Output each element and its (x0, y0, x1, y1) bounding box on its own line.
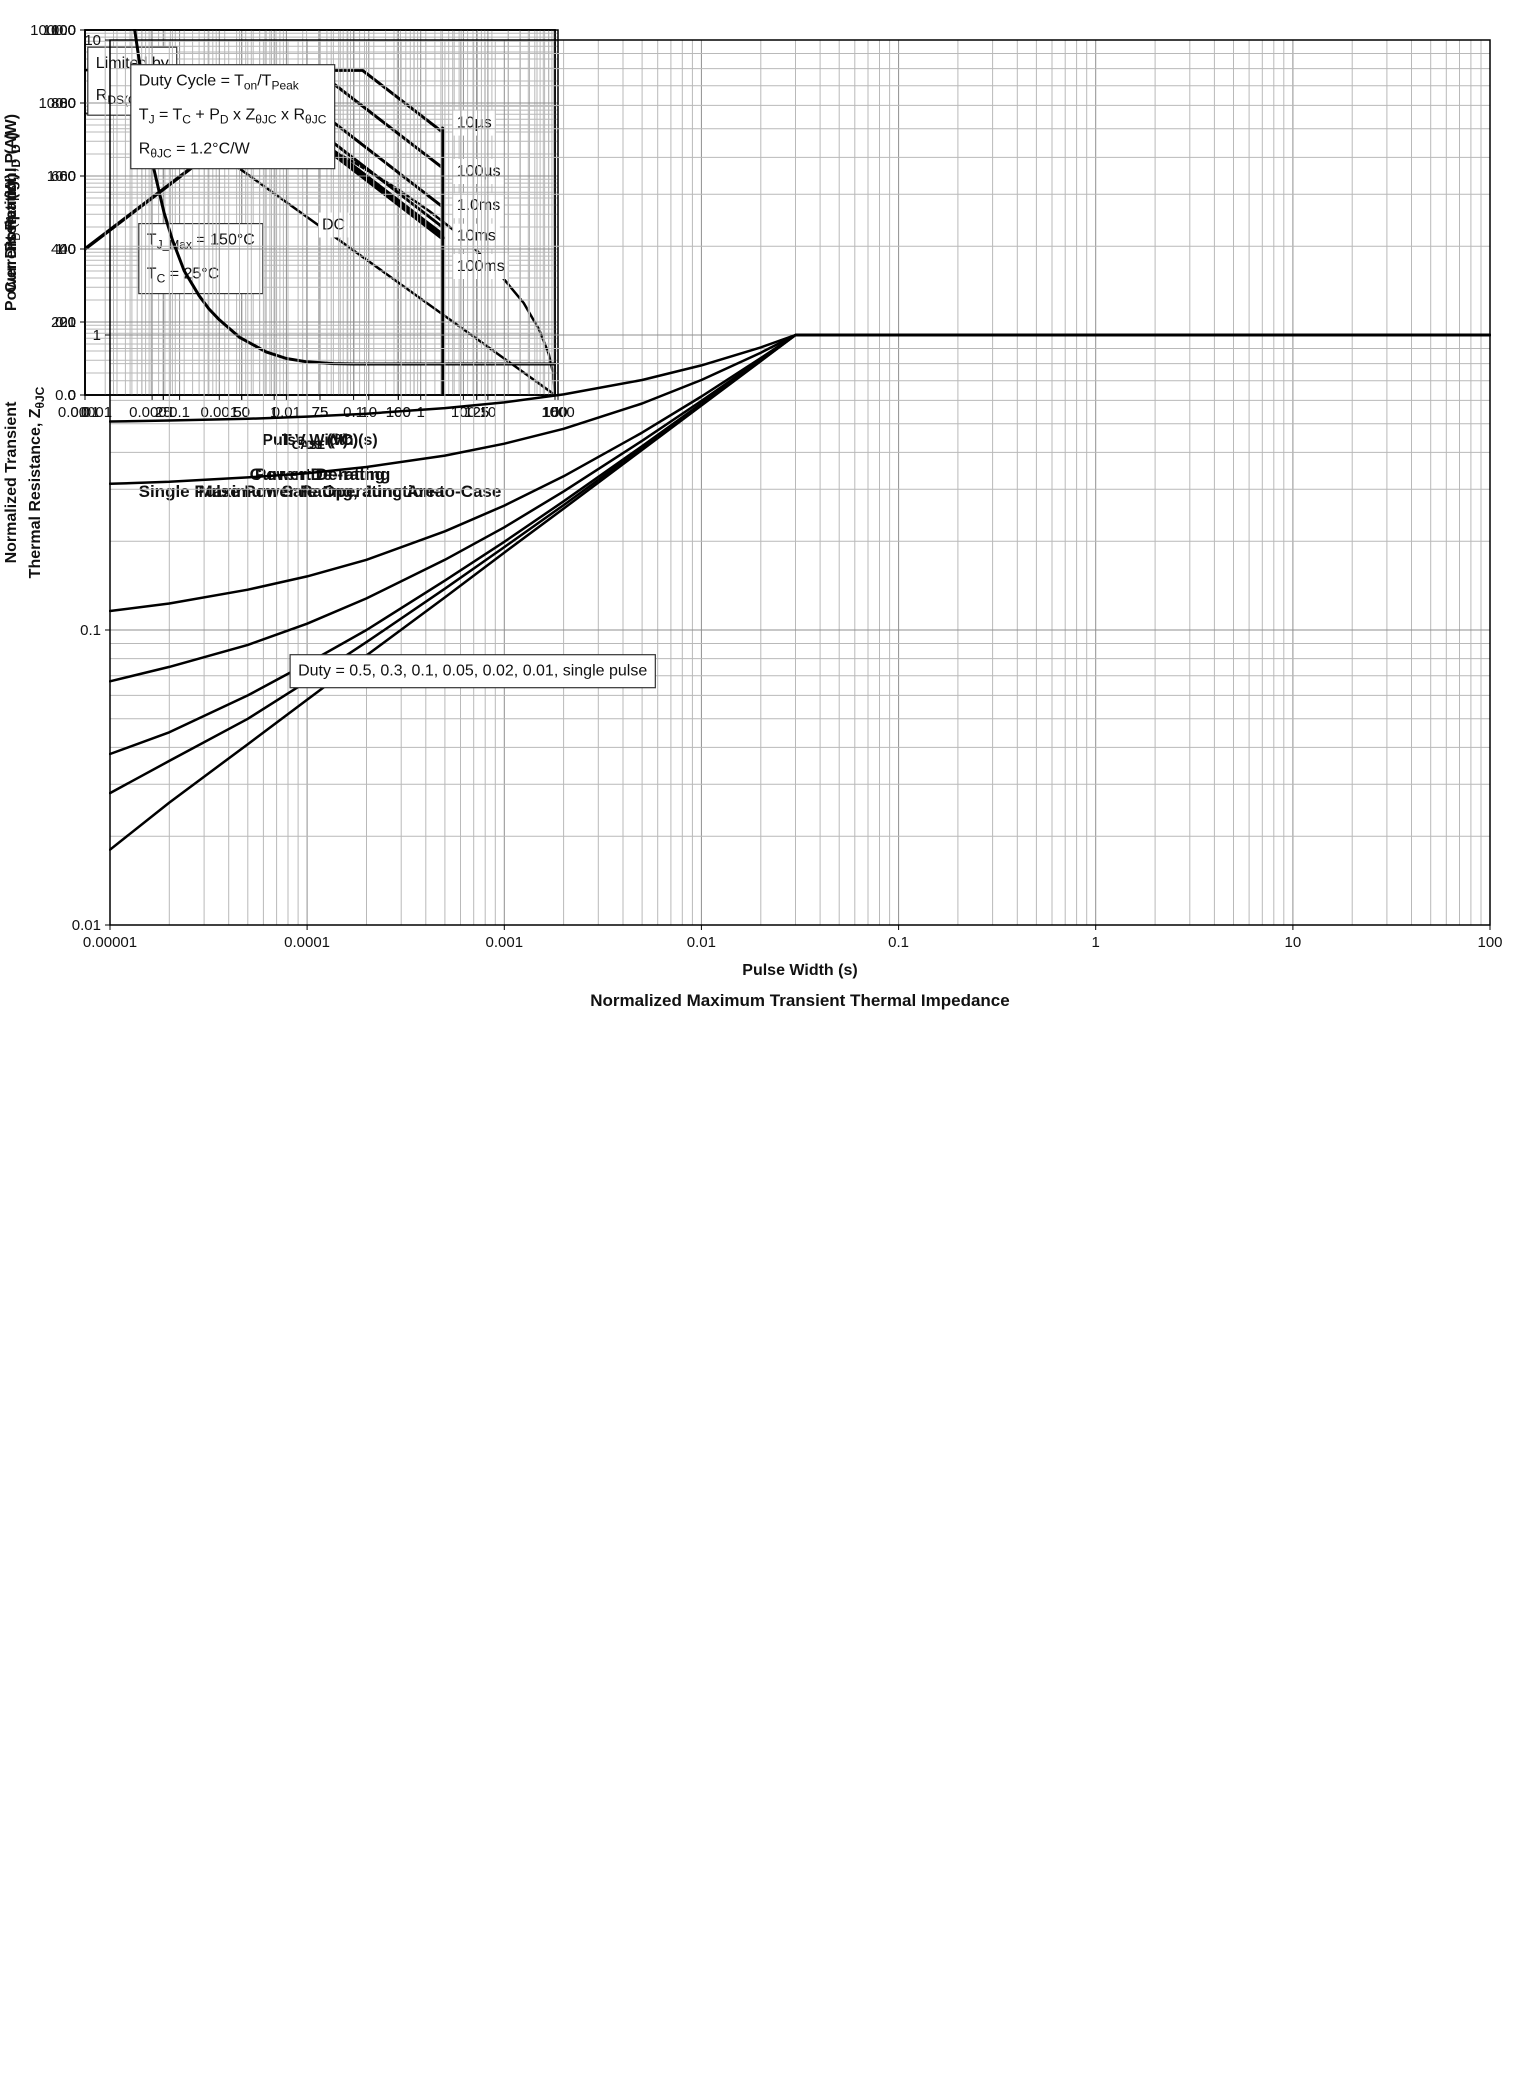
y-tick-label: 1000 (43, 22, 76, 39)
y-tick-label: 40 (59, 241, 76, 258)
x-tick-label: 1 (417, 404, 425, 421)
x-tick-label: 0 (81, 404, 89, 421)
x-tick-label: 0.1 (888, 934, 909, 951)
annotation: TJ_Max = 150°CTC = 25°C (138, 223, 264, 295)
x-tick-label: 0.0001 (129, 404, 175, 421)
plot-frame (109, 39, 1491, 926)
y-tick-label: 0 (68, 387, 76, 404)
y-tick-label: 800 (51, 95, 76, 112)
series-single-pulse (109, 333, 1491, 851)
series-group (109, 333, 1491, 851)
x-tick-label: 0.0001 (284, 934, 330, 951)
x-tick-label: 1000 (541, 404, 574, 421)
annotation: 10µs (452, 110, 496, 136)
x-tick-label: 0 (81, 404, 89, 421)
y-tick-label: 80 (59, 95, 76, 112)
single-pulse-power-caption: Single Pulse Power Rating, Junction-to-C… (138, 482, 502, 501)
y-tick-label: 0.0 (55, 387, 76, 404)
x-axis-title: TCASE (°C) (282, 432, 358, 452)
annotation: Duty = 0.5, 0.3, 0.1, 0.05, 0.02, 0.01, … (289, 654, 656, 689)
y-axis-title: Normalized Transient (3, 401, 20, 563)
y-axis-title: ID (Amps) (3, 180, 23, 245)
svg-text:RθJC = 1.2°C/W: RθJC = 1.2°C/W (139, 141, 251, 161)
svg-text:10µs: 10µs (457, 115, 492, 132)
y-tick-label: 100 (51, 22, 76, 39)
svg-text:Duty Cycle = Ton/TPeak: Duty Cycle = Ton/TPeak (139, 73, 300, 93)
x-tick-label: 100 (542, 404, 567, 421)
series-duty-0.01 (109, 333, 1491, 795)
y-tick-label: 0 (68, 387, 76, 404)
y-tick-label: 1 (93, 327, 101, 344)
x-tick-label: 0.1 (169, 404, 190, 421)
svg-text:10ms: 10ms (457, 228, 496, 245)
y-tick-label: 10 (84, 32, 101, 49)
x-axis-title: TCASE (°C) (282, 432, 358, 452)
y-tick-label: 0.01 (72, 917, 101, 934)
y-tick-label: 600 (51, 168, 76, 185)
y-axis-title: Thermal Resistance, ZθJC (27, 386, 47, 578)
y-tick-label: 20 (59, 314, 76, 331)
annotation: Duty Cycle = Ton/TPeak TJ = TC + PD x ZθJ… (130, 64, 336, 170)
x-tick-label: 150 (542, 404, 567, 421)
x-tick-label: 100 (1477, 934, 1502, 951)
series-pulse-100us (314, 69, 444, 170)
x-tick-label: 1 (270, 404, 278, 421)
x-tick-label: 0.01 (70, 404, 99, 421)
x-tick-label: 0.1 (343, 404, 364, 421)
x-tick-label: 50 (233, 404, 250, 421)
plot-frame (84, 29, 556, 396)
y-tick-label: 100.0 (38, 95, 76, 112)
y-axis-title: Current Rating, ID (A) (3, 132, 23, 293)
y-tick-label: 0.1 (55, 314, 76, 331)
y-tick-label: 60 (59, 168, 76, 185)
current-derating-caption: Current De-rating (249, 465, 391, 484)
x-tick-label: 50 (233, 404, 250, 421)
annotation: 100ms (452, 254, 509, 279)
y-tick-label: 10.0 (47, 168, 76, 185)
x-tick-label: 10 (1285, 934, 1302, 951)
x-tick-label: 150 (542, 404, 567, 421)
y-axis-title: Power (W) (3, 173, 20, 251)
x-tick-label: 10 (480, 404, 497, 421)
safe-operating-area-caption: Maximum Safe Operating Area (198, 482, 445, 501)
x-tick-label: 0.01 (687, 934, 716, 951)
transient-thermal-impedance-plot: Duty Cycle = Ton/TPeak TJ = TC + PD x ZθJ… (3, 32, 1503, 979)
y-tick-label: 0 (68, 387, 76, 404)
x-tick-label: 25 (155, 404, 172, 421)
y-tick-label: 200 (51, 314, 76, 331)
svg-text:TJ = TC + PD x ZθJC x RθJC: TJ = TC + PD x ZθJC x RθJC (139, 107, 327, 127)
x-axis-title: Pulse Width (s) (742, 962, 857, 979)
power-derating-caption: Power De-rating (254, 465, 386, 484)
x-tick-label: 125 (464, 404, 489, 421)
x-tick-label: 0.00001 (58, 404, 112, 421)
series-duty-0.05 (109, 333, 1491, 683)
x-axis-title: Pulse Width (s) (262, 432, 377, 449)
y-tick-label: 400 (51, 241, 76, 258)
y-tick-label: 20 (59, 314, 76, 331)
x-tick-label: 100 (451, 404, 476, 421)
x-tick-label: 125 (464, 404, 489, 421)
y-tick-label: 80 (59, 95, 76, 112)
y-tick-label: 1000.0 (30, 22, 76, 39)
x-tick-label: 25 (155, 404, 172, 421)
grid (109, 39, 1491, 926)
y-tick-label: 60 (59, 168, 76, 185)
series-duty-0.5 (109, 333, 1491, 423)
series-duty-0.3 (109, 333, 1491, 486)
y-tick-label: 0.1 (80, 622, 101, 639)
y-axis-title: Power Dissipation, PD (W) (3, 114, 23, 311)
transient-thermal-impedance-chart: Duty Cycle = Ton/TPeak TJ = TC + PD x ZθJ… (0, 0, 1532, 1011)
x-axis-title: VDS (V) (295, 432, 348, 452)
x-tick-label: 0.00001 (83, 934, 137, 951)
svg-text:Duty = 0.5, 0.3, 0.1, 0.05, 0.: Duty = 0.5, 0.3, 0.1, 0.05, 0.02, 0.01, … (298, 663, 647, 680)
y-tick-label: 1.0 (55, 241, 76, 258)
y-tick-label: 100 (51, 22, 76, 39)
x-tick-label: 0.001 (486, 934, 524, 951)
y-tick-label: 40 (59, 241, 76, 258)
transient-thermal-impedance-caption: Normalized Maximum Transient Thermal Imp… (590, 991, 1010, 1010)
svg-text:100ms: 100ms (457, 258, 505, 275)
x-tick-label: 1 (1092, 934, 1100, 951)
